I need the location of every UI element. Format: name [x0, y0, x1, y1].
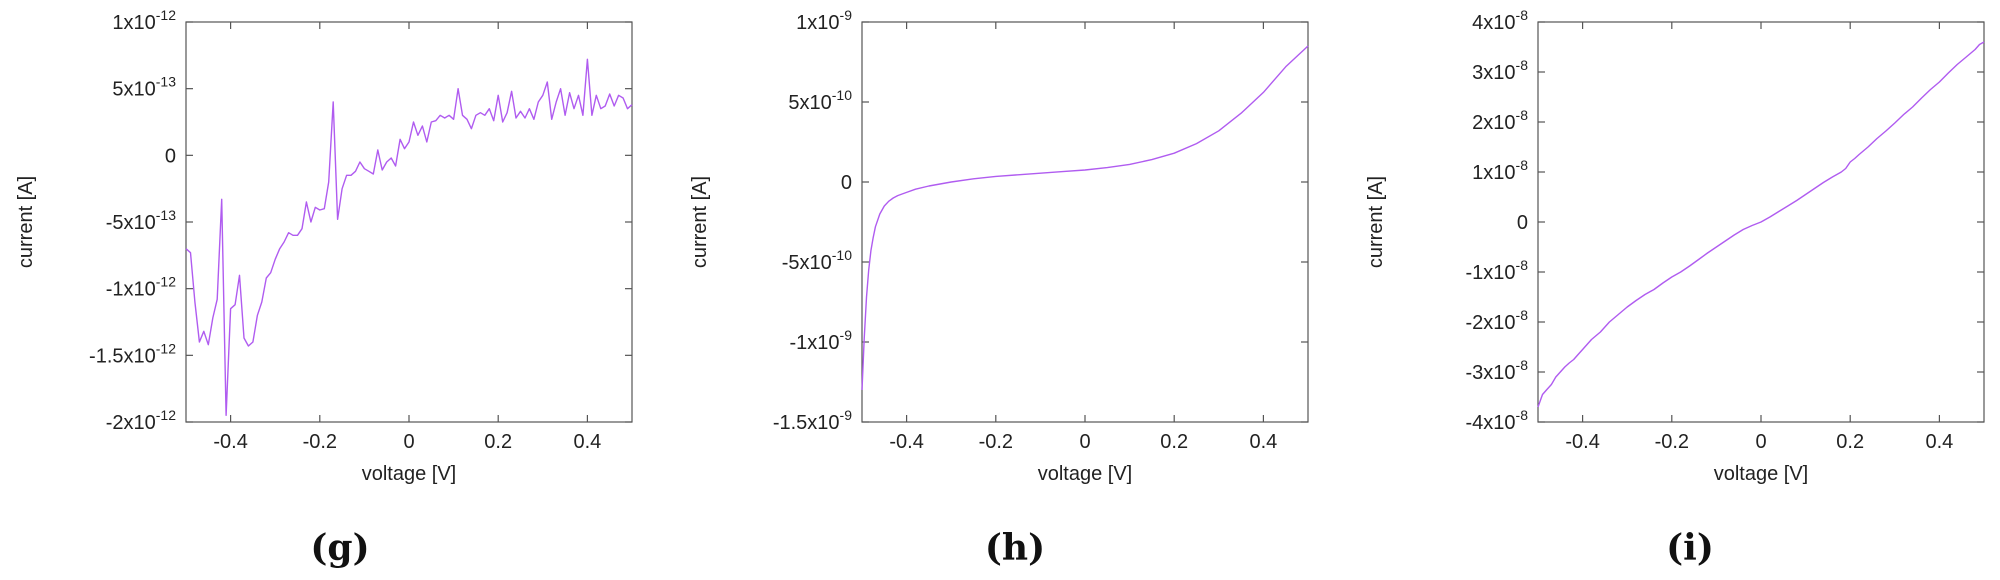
y-tick-exponent: -10	[832, 247, 852, 263]
panel-caption: (i)	[1666, 527, 1714, 569]
y-tick-label: 5x10-13	[112, 74, 176, 101]
y-tick-exponent: -10	[832, 87, 852, 103]
y-tick-mantissa: -3x10	[1466, 362, 1516, 384]
y-tick-label: 1x10-9	[796, 7, 852, 34]
y-tick-label: -3x10-8	[1466, 357, 1529, 384]
y-tick-exponent: -9	[840, 407, 853, 423]
y-tick-exponent: -13	[156, 207, 176, 223]
y-tick-mantissa: 0	[1517, 212, 1528, 234]
y-tick-mantissa: -1x10	[106, 279, 156, 301]
x-tick-label: 0.4	[1249, 431, 1277, 453]
y-tick-label: -1.5x10-12	[89, 340, 176, 367]
y-tick-exponent: -8	[1516, 57, 1529, 73]
y-tick-exponent: -12	[156, 407, 176, 423]
y-tick-mantissa: -1x10	[790, 332, 840, 354]
x-tick-label: 0	[1755, 431, 1766, 453]
x-tick-label: 0.2	[1160, 431, 1188, 453]
y-tick-exponent: -8	[1516, 107, 1529, 123]
panel-h: -0.4 -0.2 0 0.2 0.41x10-95x10-100-5x10-10-1x…	[689, 7, 1309, 569]
plot-frame	[185, 21, 633, 423]
x-tick-label: 0.4	[573, 431, 601, 453]
x-tick-label: -0.4	[889, 431, 923, 453]
y-axis-label: current [A]	[689, 176, 711, 268]
y-tick-mantissa: 1x10	[796, 12, 839, 34]
y-tick-exponent: -9	[840, 327, 853, 343]
y-tick-mantissa: 0	[165, 145, 176, 167]
y-axis-label: current [A]	[1365, 176, 1387, 268]
panel-caption: (h)	[985, 527, 1045, 569]
series-line	[861, 45, 1309, 391]
y-tick-mantissa: 3x10	[1472, 62, 1515, 84]
x-tick-label: -0.2	[979, 431, 1013, 453]
panel-caption: (g)	[310, 527, 369, 569]
y-tick-label: -4x10-8	[1466, 407, 1529, 434]
y-tick-exponent: -8	[1516, 157, 1529, 173]
y-tick-label: 3x10-8	[1472, 57, 1528, 84]
y-tick-label: 0	[1517, 212, 1528, 234]
y-tick-exponent: -9	[840, 7, 853, 23]
y-tick-mantissa: -5x10	[106, 212, 156, 234]
y-tick-label: -5x10-13	[106, 207, 176, 234]
y-tick-label: 0	[165, 145, 176, 167]
y-tick-label: 1x10-12	[112, 7, 176, 34]
x-tick-label: -0.4	[213, 431, 247, 453]
y-tick-mantissa: -1.5x10	[773, 412, 840, 434]
series-line	[1537, 41, 1985, 408]
y-tick-mantissa: 5x10	[788, 92, 831, 114]
y-tick-mantissa: -1x10	[1466, 262, 1516, 284]
y-tick-exponent: -8	[1516, 7, 1529, 23]
y-tick-exponent: -8	[1516, 307, 1529, 323]
y-tick-label: 5x10-10	[788, 87, 852, 114]
x-axis-label: voltage [V]	[362, 463, 457, 485]
y-tick-exponent: -13	[156, 74, 176, 90]
y-tick-mantissa: -2x10	[106, 412, 156, 434]
y-tick-label: 4x10-8	[1472, 7, 1528, 34]
y-tick-mantissa: -4x10	[1466, 412, 1516, 434]
x-tick-label: 0	[1079, 431, 1090, 453]
x-tick-label: -0.4	[1565, 431, 1599, 453]
panel-i: -0.4 -0.2 0 0.2 0.44x10-83x10-82x10-81x10-80…	[1365, 7, 1985, 569]
y-tick-exponent: -8	[1516, 257, 1529, 273]
y-tick-mantissa: -2x10	[1466, 312, 1516, 334]
y-tick-exponent: -12	[156, 7, 176, 23]
y-tick-exponent: -8	[1516, 407, 1529, 423]
y-tick-exponent: -12	[156, 274, 176, 290]
x-tick-label: 0.4	[1925, 431, 1953, 453]
y-tick-mantissa: -5x10	[782, 252, 832, 274]
y-tick-label: 2x10-8	[1472, 107, 1528, 134]
y-tick-label: -5x10-10	[782, 247, 852, 274]
y-tick-label: -2x10-8	[1466, 307, 1529, 334]
x-tick-label: -0.2	[1655, 431, 1689, 453]
x-tick-label: 0	[403, 431, 414, 453]
y-tick-mantissa: 4x10	[1472, 12, 1515, 34]
y-tick-label: 1x10-8	[1472, 157, 1528, 184]
x-tick-label: 0.2	[1836, 431, 1864, 453]
x-tick-label: -0.2	[303, 431, 337, 453]
y-tick-mantissa: 0	[841, 172, 852, 194]
y-tick-label: -2x10-12	[106, 407, 176, 434]
y-tick-label: 0	[841, 172, 852, 194]
x-axis-label: voltage [V]	[1714, 463, 1809, 485]
y-tick-mantissa: -1.5x10	[89, 345, 156, 367]
x-tick-label: 0.2	[484, 431, 512, 453]
y-tick-label: -1x10-12	[106, 274, 176, 301]
y-tick-label: -1x10-9	[790, 327, 853, 354]
series-line	[185, 58, 633, 416]
y-tick-label: -1.5x10-9	[773, 407, 852, 434]
y-tick-label: -1x10-8	[1466, 257, 1529, 284]
plot-frame	[861, 21, 1309, 423]
y-tick-exponent: -12	[156, 340, 176, 356]
y-tick-mantissa: 1x10	[112, 12, 155, 34]
y-tick-mantissa: 2x10	[1472, 112, 1515, 134]
y-tick-mantissa: 5x10	[112, 79, 155, 101]
x-axis-label: voltage [V]	[1038, 463, 1133, 485]
y-tick-exponent: -8	[1516, 357, 1529, 373]
y-tick-mantissa: 1x10	[1472, 162, 1515, 184]
panel-g: -0.4 -0.2 0 0.2 0.41x10-125x10-130-5x10-13-1…	[15, 7, 633, 569]
y-axis-label: current [A]	[15, 176, 37, 268]
